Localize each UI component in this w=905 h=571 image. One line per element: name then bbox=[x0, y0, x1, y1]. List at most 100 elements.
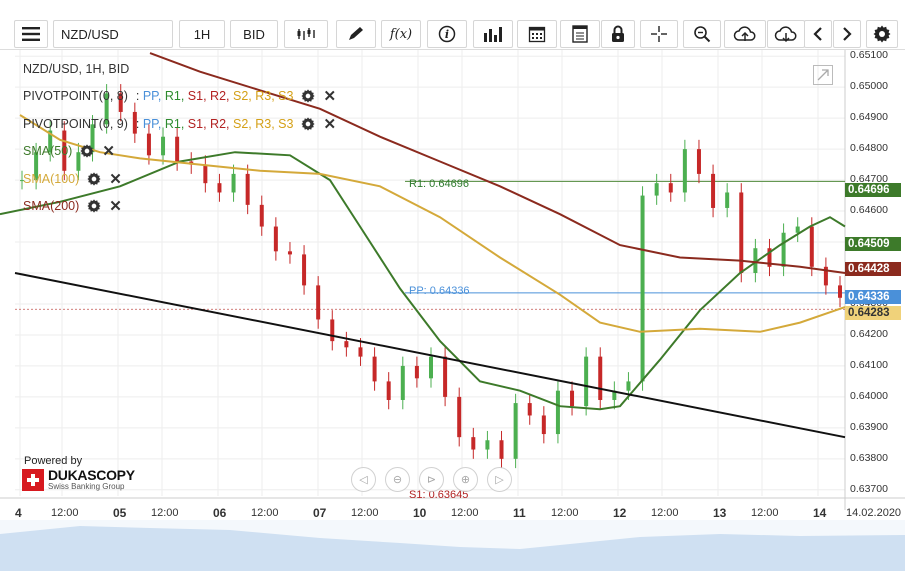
s1-label: S1: 0.63645 bbox=[409, 489, 469, 501]
chevron-right-icon: ▷ bbox=[495, 474, 504, 486]
scroll-right-button[interactable] bbox=[833, 20, 861, 48]
settings-button[interactable] bbox=[866, 20, 898, 48]
info-button[interactable]: i bbox=[427, 20, 467, 48]
x-tick-label: 12:00 bbox=[451, 507, 479, 519]
brand-tagline: Swiss Banking Group bbox=[48, 482, 125, 491]
gear-icon[interactable] bbox=[87, 199, 101, 213]
calendar-button[interactable] bbox=[517, 20, 557, 48]
reset-view-button[interactable]: ⊳ bbox=[419, 467, 444, 492]
candle-body bbox=[273, 226, 278, 252]
candle-body bbox=[118, 93, 123, 112]
download-cloud-icon bbox=[774, 26, 797, 43]
candle-body bbox=[161, 136, 166, 156]
candle-body bbox=[598, 356, 603, 400]
pivot-level-s2: S2, bbox=[232, 89, 256, 103]
candle-body bbox=[555, 390, 560, 435]
nav-forward-button[interactable]: ▷ bbox=[487, 467, 512, 492]
candle-body bbox=[471, 437, 476, 450]
symbol-input[interactable]: NZD/USD bbox=[53, 20, 173, 48]
zoom-icon bbox=[694, 26, 711, 43]
chart-header: NZD/USD, 1H, BID bbox=[23, 62, 130, 76]
brand-name: DUKASCOPY bbox=[48, 467, 135, 483]
x-tick-label: 07 bbox=[313, 506, 327, 520]
price-side-button[interactable]: BID bbox=[230, 20, 278, 48]
x-tick-label: 12:00 bbox=[651, 507, 679, 519]
candle-body bbox=[104, 93, 109, 125]
close-icon[interactable]: ✕ bbox=[102, 143, 115, 160]
chevron-left-icon: ◁ bbox=[359, 474, 368, 486]
legend-sma-100-name: SMA bbox=[23, 172, 51, 186]
legend-sma-50-name: SMA bbox=[23, 144, 51, 158]
candle-body bbox=[626, 381, 631, 391]
crosshair-button[interactable] bbox=[640, 20, 678, 48]
pivot-level-r1: R1, bbox=[164, 89, 188, 103]
candle-body bbox=[372, 356, 377, 382]
legend-sma-200-params: (200) bbox=[50, 199, 80, 213]
candle-body bbox=[20, 180, 24, 182]
price-chart[interactable] bbox=[0, 50, 905, 571]
candle-body bbox=[541, 415, 546, 435]
close-icon[interactable]: ✕ bbox=[323, 88, 337, 105]
upload-button[interactable] bbox=[724, 20, 766, 48]
close-icon[interactable]: ✕ bbox=[109, 171, 122, 188]
draw-button[interactable] bbox=[336, 20, 376, 48]
timeframe-button[interactable]: 1H bbox=[179, 20, 225, 48]
chart-type-button[interactable] bbox=[284, 20, 328, 48]
calendar-icon bbox=[528, 26, 546, 43]
zoom-out-button[interactable]: ⊖ bbox=[385, 467, 410, 492]
powered-by-text: Powered by bbox=[24, 455, 83, 467]
x-tick-label: 12:00 bbox=[51, 507, 79, 519]
x-tick-label: 12 bbox=[613, 506, 627, 520]
report-button[interactable] bbox=[560, 20, 600, 48]
candle-body bbox=[823, 266, 828, 286]
zoom-in-button[interactable]: ⊕ bbox=[453, 467, 478, 492]
zoom-button[interactable] bbox=[683, 20, 721, 48]
download-button[interactable] bbox=[767, 20, 805, 48]
r1-label: R1: 0.64696 bbox=[409, 178, 469, 190]
series-sma-50- bbox=[0, 151, 846, 411]
gear-icon bbox=[873, 25, 891, 43]
scroll-left-button[interactable] bbox=[804, 20, 832, 48]
nav-back-button[interactable]: ◁ bbox=[351, 467, 376, 492]
pivot-level-s3: S3 bbox=[278, 117, 294, 131]
legend-sma-200-name: SMA bbox=[23, 199, 51, 213]
close-icon[interactable]: ✕ bbox=[109, 198, 122, 215]
gear-icon[interactable] bbox=[87, 172, 101, 186]
candle-body bbox=[513, 403, 518, 459]
info-icon: i bbox=[438, 25, 456, 43]
candle-body bbox=[485, 440, 490, 450]
candle-body bbox=[203, 164, 208, 184]
y-tick-label: 0.64200 bbox=[850, 327, 888, 340]
candle-body bbox=[48, 130, 53, 153]
volume-button[interactable] bbox=[473, 20, 513, 48]
pivot-level-s3: S3 bbox=[278, 89, 294, 103]
x-tick-label: 13 bbox=[713, 506, 727, 520]
candle-body bbox=[316, 285, 321, 320]
legend-pivot-2-levels: : PP, R1, S1, R2, S2, R3, S3 bbox=[135, 117, 294, 131]
candle-body bbox=[90, 124, 95, 153]
candle-body bbox=[146, 133, 151, 156]
candle-body bbox=[400, 365, 405, 400]
x-tick-label: 12:00 bbox=[351, 507, 379, 519]
candle-body bbox=[386, 381, 391, 400]
close-icon[interactable]: ✕ bbox=[323, 116, 337, 133]
fullscreen-button[interactable] bbox=[813, 65, 833, 85]
lock-button[interactable] bbox=[601, 20, 635, 48]
x-tick-label: 05 bbox=[113, 506, 127, 520]
zoom-out-icon: ⊖ bbox=[392, 474, 403, 486]
price-tag-sma50: 0.64509 bbox=[845, 237, 901, 251]
gear-icon[interactable] bbox=[80, 144, 94, 158]
gear-icon[interactable] bbox=[301, 117, 316, 131]
price-tag-sma200: 0.64428 bbox=[845, 262, 901, 276]
pivot-level-s2: S2, bbox=[232, 117, 256, 131]
functions-button[interactable]: f(x) bbox=[381, 20, 421, 48]
legend-sma-50-params: (50) bbox=[50, 144, 73, 158]
series-trendline bbox=[14, 272, 846, 439]
candle-body bbox=[612, 390, 617, 400]
gear-icon[interactable] bbox=[301, 89, 316, 103]
bar-chart-icon bbox=[484, 27, 502, 42]
candle-body bbox=[132, 111, 137, 134]
candle-body bbox=[640, 195, 645, 382]
candle-body bbox=[287, 251, 292, 255]
menu-button[interactable] bbox=[14, 20, 48, 48]
